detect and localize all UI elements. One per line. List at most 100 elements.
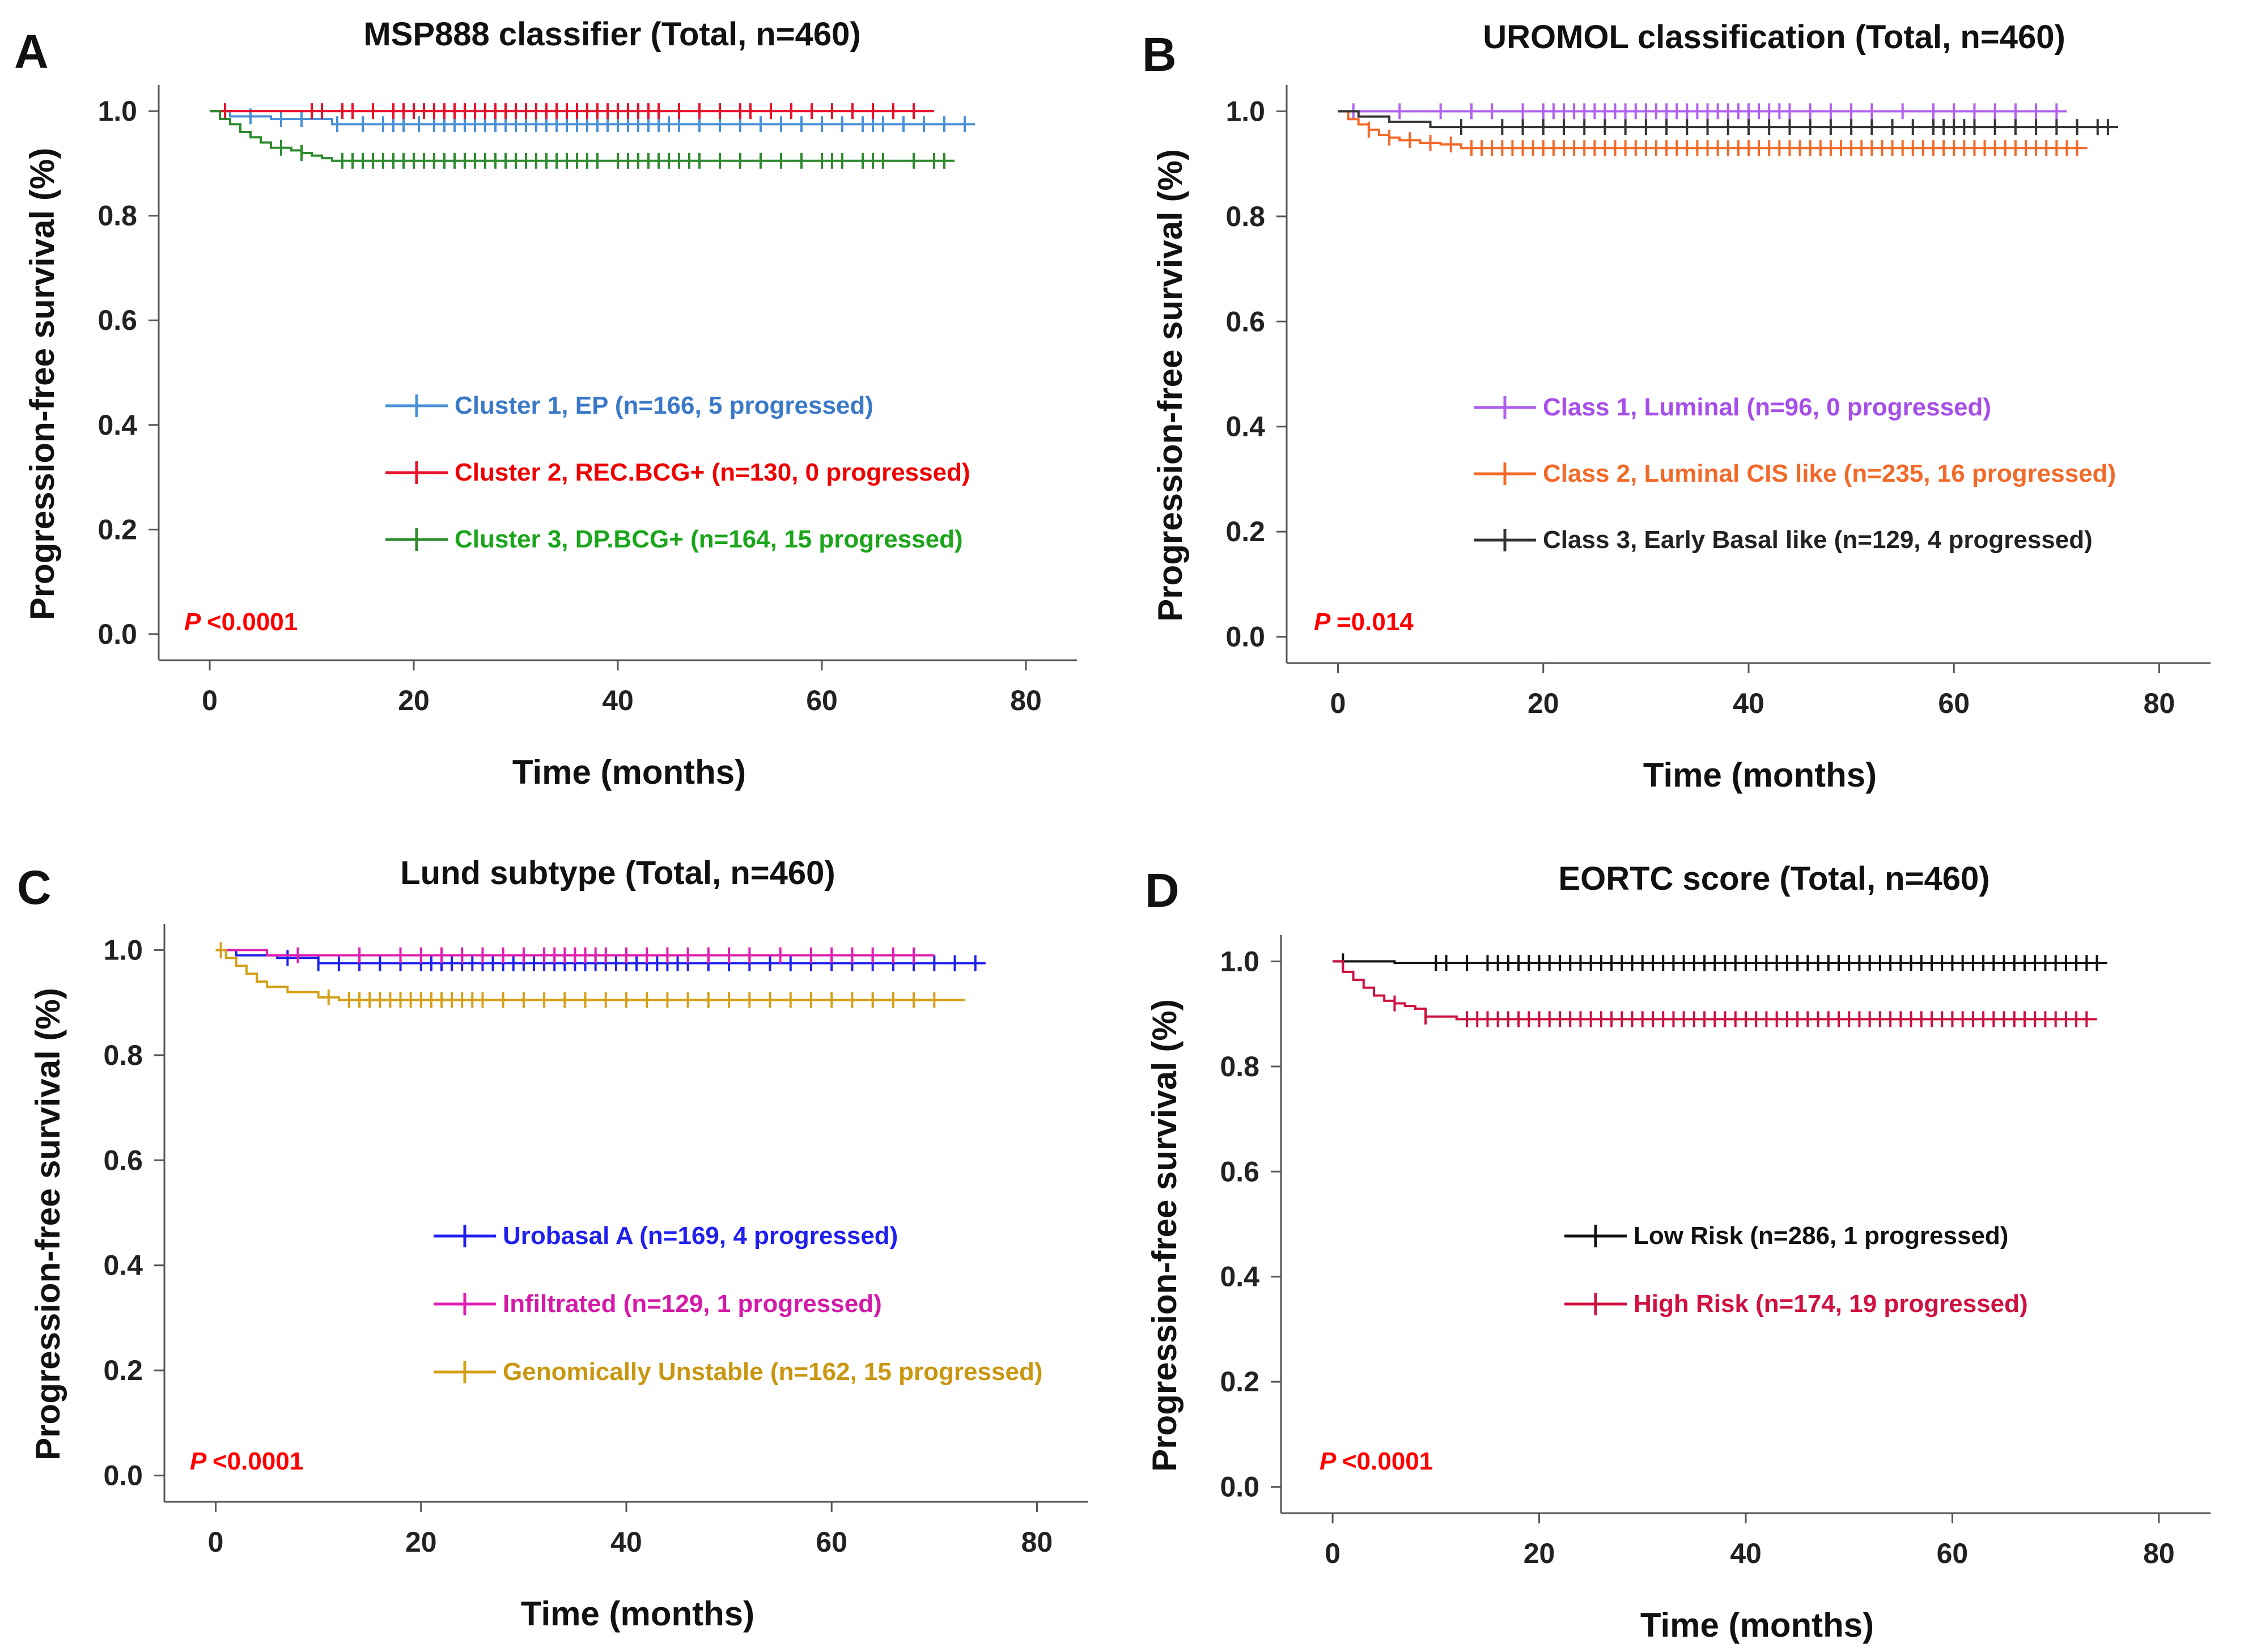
x-tick-label: 40 <box>1730 1538 1762 1569</box>
x-tick-label: 0 <box>202 685 218 716</box>
x-tick-label: 60 <box>1938 687 1970 719</box>
x-tick-label: 60 <box>806 685 838 716</box>
km-series <box>1333 960 2097 1027</box>
p-value: P <0.0001 <box>190 1447 303 1475</box>
panel-title: UROMOL classification (Total, n=460) <box>1483 19 2065 56</box>
km-curve <box>215 949 935 957</box>
x-tick-label: 20 <box>405 1526 437 1558</box>
x-tick-label: 20 <box>1528 687 1559 719</box>
panel-letter: C <box>17 861 52 914</box>
legend-label: Infiltrated (n=129, 1 progressed) <box>503 1290 882 1318</box>
km-curve <box>1333 960 2107 965</box>
legend-label: Cluster 1, EP (n=166, 5 progressed) <box>455 392 873 419</box>
legend-label: Class 2, Luminal CIS like (n=235, 16 pro… <box>1543 460 2116 487</box>
p-value: P =0.014 <box>1314 608 1414 636</box>
km-series <box>215 942 965 1008</box>
p-value-text: =0.014 <box>1337 608 1414 636</box>
km-series <box>210 103 934 120</box>
y-tick-label: 0.4 <box>1220 1261 1259 1293</box>
panel-title: Lund subtype (Total, n=460) <box>400 855 835 891</box>
y-tick-label: 1.0 <box>103 934 143 966</box>
km-panel-a: A MSP888 classifier (Total, n=460) 0.0 0.2 0… <box>14 16 1077 791</box>
y-tick-label: 0.2 <box>103 1354 143 1386</box>
y-tick-label: 0.0 <box>1225 621 1265 653</box>
panel-title: MSP888 classifier (Total, n=460) <box>363 16 860 53</box>
x-tick-label: 20 <box>398 685 430 716</box>
y-tick-label: 0.6 <box>97 304 137 336</box>
km-curve <box>210 110 955 162</box>
km-series <box>1338 110 2118 135</box>
x-tick-label: 60 <box>1937 1538 1969 1569</box>
km-panel-d: D EORTC score (Total, n=460) 0.0 0.2 0.4 0.6 0… <box>1145 860 2211 1644</box>
y-tick-label: 0.8 <box>97 200 137 232</box>
y-axis-label: Progression-free survival (%) <box>23 148 61 621</box>
y-tick-label: 0.2 <box>97 513 137 545</box>
legend-label: Cluster 3, DP.BCG+ (n=164, 15 progressed… <box>455 525 963 553</box>
y-tick-label: 0.0 <box>1220 1471 1259 1503</box>
p-value-text: <0.0001 <box>213 1447 303 1475</box>
y-tick-label: 0.8 <box>103 1039 143 1071</box>
km-series <box>1338 110 2088 156</box>
x-tick-label: 0 <box>1330 687 1346 719</box>
legend-label: Cluster 2, REC.BCG+ (n=130, 0 progressed… <box>455 458 970 486</box>
legend-label: Class 3, Early Basal like (n=129, 4 prog… <box>1543 526 2093 554</box>
y-tick-label: 0.2 <box>1220 1366 1259 1398</box>
panel-letter: D <box>1145 864 1180 917</box>
x-tick-label: 20 <box>1524 1538 1555 1569</box>
x-tick-label: 40 <box>1733 687 1764 719</box>
km-curve <box>210 110 975 126</box>
x-tick-label: 0 <box>208 1526 224 1558</box>
km-series <box>1338 103 2067 120</box>
x-tick-label: 40 <box>610 1526 642 1558</box>
x-axis-label: Time (months) <box>512 753 746 791</box>
y-tick-label: 0.8 <box>1220 1051 1259 1082</box>
panel-letter: B <box>1142 28 1177 81</box>
x-tick-label: 80 <box>1021 1526 1053 1558</box>
y-axis-label: Progression-free survival (%) <box>1151 149 1189 622</box>
p-value: P <0.0001 <box>184 608 298 636</box>
km-series <box>215 947 935 963</box>
y-tick-label: 0.4 <box>1225 411 1265 443</box>
x-tick-label: 40 <box>602 685 634 716</box>
x-tick-label: 80 <box>1010 685 1042 716</box>
y-tick-label: 1.0 <box>1225 95 1265 127</box>
km-series <box>210 110 955 169</box>
y-axis-label: Progression-free survival (%) <box>1146 999 1183 1472</box>
x-tick-label: 60 <box>816 1526 847 1558</box>
y-tick-label: 0.2 <box>1225 516 1265 547</box>
legend-label: Class 1, Luminal (n=96, 0 progressed) <box>1543 393 1991 421</box>
km-panel-c: C Lund subtype (Total, n=460) 0.0 0.2 0.4 0.6… <box>17 855 1088 1633</box>
legend-label: Urobasal A (n=169, 4 progressed) <box>503 1222 898 1250</box>
p-value-symbol: P <box>1320 1447 1342 1475</box>
legend-label: Genomically Unstable (n=162, 15 progress… <box>503 1358 1042 1386</box>
y-tick-label: 0.6 <box>1220 1156 1259 1187</box>
panel-title: EORTC score (Total, n=460) <box>1558 860 1989 897</box>
y-tick-label: 0.4 <box>97 409 137 441</box>
legend-label: High Risk (n=174, 19 progressed) <box>1634 1290 2028 1318</box>
x-axis-label: Time (months) <box>1643 756 1877 794</box>
km-series <box>215 949 986 971</box>
x-tick-label: 80 <box>2143 1538 2175 1569</box>
p-value-text: <0.0001 <box>1342 1447 1433 1475</box>
km-curve <box>215 949 986 965</box>
y-axis-label: Progression-free survival (%) <box>29 988 67 1460</box>
p-value: P <0.0001 <box>1320 1447 1433 1475</box>
x-tick-label: 0 <box>1325 1538 1341 1569</box>
x-axis-label: Time (months) <box>521 1595 754 1633</box>
km-curve <box>1338 110 2118 129</box>
y-tick-label: 0.0 <box>103 1460 143 1492</box>
y-tick-label: 1.0 <box>97 95 137 127</box>
y-tick-label: 1.0 <box>1220 945 1259 977</box>
x-axis-label: Time (months) <box>1640 1606 1874 1644</box>
km-curve <box>215 949 965 1001</box>
km-series <box>1333 953 2107 971</box>
y-tick-label: 0.4 <box>103 1250 143 1281</box>
p-value-symbol: P <box>184 608 207 636</box>
legend-label: Low Risk (n=286, 1 progressed) <box>1634 1222 2008 1250</box>
x-tick-label: 80 <box>2144 687 2175 719</box>
km-panel-b: B UROMOL classification (Total, n=460) 0.0… <box>1142 19 2211 794</box>
y-tick-label: 0.6 <box>1225 305 1265 337</box>
p-value-symbol: P <box>1314 608 1337 636</box>
y-tick-label: 0.0 <box>97 618 137 650</box>
